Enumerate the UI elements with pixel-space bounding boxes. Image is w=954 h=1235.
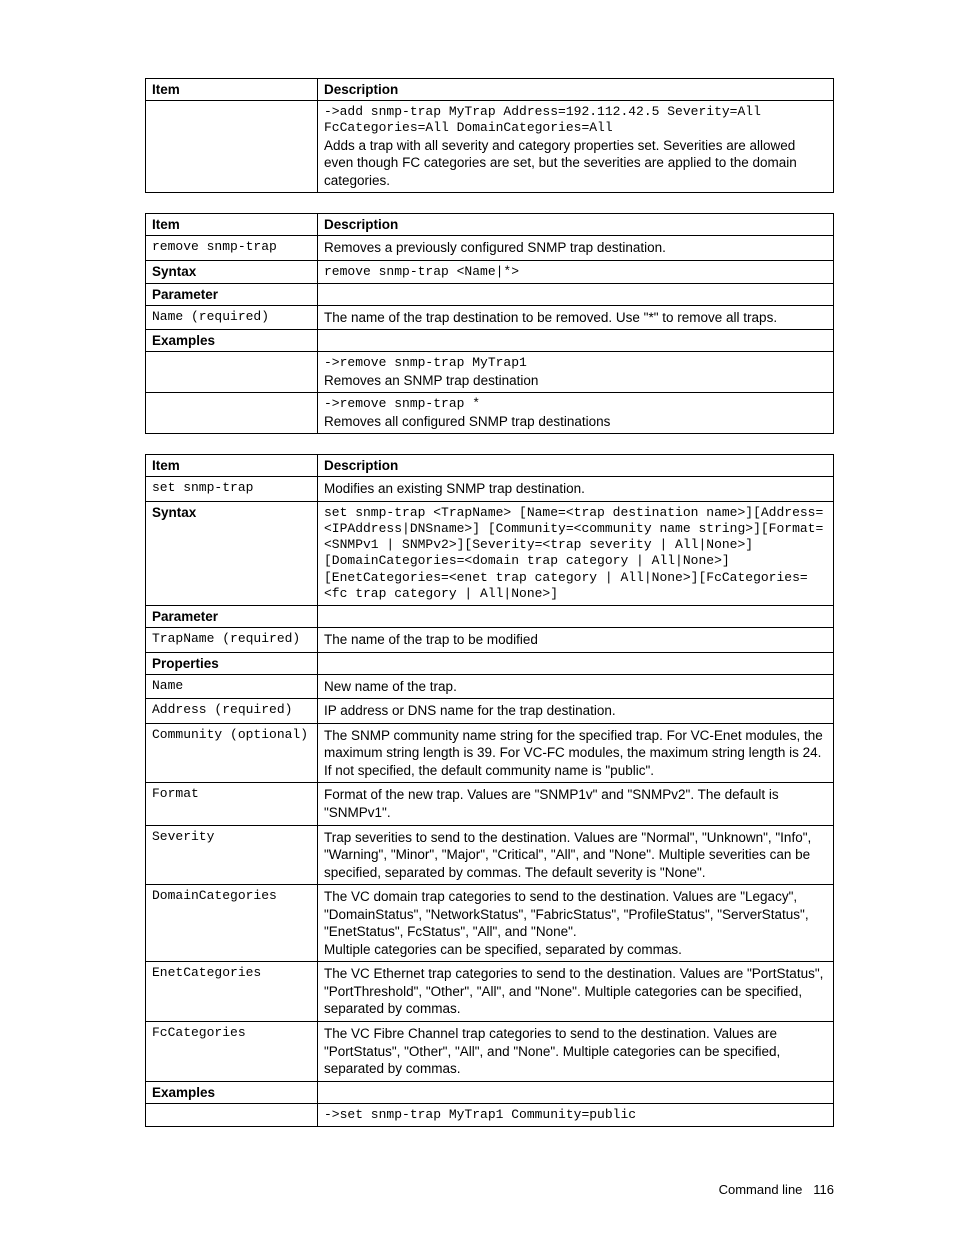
table-row: Community (optional) The SNMP community … <box>146 723 834 783</box>
table-row: Syntax set snmp-trap <TrapName> [Name=<t… <box>146 501 834 606</box>
table-row: FcCategories The VC Fibre Channel trap c… <box>146 1021 834 1081</box>
page-footer: Command line 116 <box>719 1182 834 1197</box>
table-row: Parameter <box>146 606 834 628</box>
cell-desc: IP address or DNS name for the trap dest… <box>318 699 834 724</box>
table-row: ->remove snmp-trap * Removes all configu… <box>146 393 834 434</box>
table-add-snmp-trap-cont: Item Description ->add snmp-trap MyTrap … <box>145 78 834 193</box>
table-header-row: Item Description <box>146 455 834 477</box>
header-item: Item <box>146 79 318 101</box>
cell-desc: Modifies an existing SNMP trap destinati… <box>318 477 834 502</box>
table-row: ->remove snmp-trap MyTrap1 Removes an SN… <box>146 352 834 393</box>
cell-item: Name (required) <box>146 305 318 330</box>
code-text: ->add snmp-trap MyTrap Address=192.112.4… <box>324 104 827 137</box>
cell-desc: ->remove snmp-trap * Removes all configu… <box>318 393 834 434</box>
cell-item: TrapName (required) <box>146 628 318 653</box>
cell-desc <box>318 1081 834 1103</box>
header-desc: Description <box>318 79 834 101</box>
table-header-row: Item Description <box>146 214 834 236</box>
cell-item: Examples <box>146 1081 318 1103</box>
table-set-snmp-trap: Item Description set snmp-trap Modifies … <box>145 454 834 1127</box>
header-item: Item <box>146 455 318 477</box>
table-row: Properties <box>146 652 834 674</box>
cell-desc: set snmp-trap <TrapName> [Name=<trap des… <box>318 501 834 606</box>
table-row: Name (required) The name of the trap des… <box>146 305 834 330</box>
table-remove-snmp-trap: Item Description remove snmp-trap Remove… <box>145 213 834 434</box>
cell-item <box>146 393 318 434</box>
cell-item: Examples <box>146 330 318 352</box>
cell-desc: ->remove snmp-trap MyTrap1 Removes an SN… <box>318 352 834 393</box>
cell-item <box>146 101 318 193</box>
header-item: Item <box>146 214 318 236</box>
cell-desc: The VC domain trap categories to send to… <box>318 885 834 962</box>
table-row: Format Format of the new trap. Values ar… <box>146 783 834 825</box>
table-row: Syntax remove snmp-trap <Name|*> <box>146 260 834 283</box>
cell-item: remove snmp-trap <box>146 236 318 261</box>
table-row: set snmp-trap Modifies an existing SNMP … <box>146 477 834 502</box>
cell-item: Syntax <box>146 260 318 283</box>
cell-item: EnetCategories <box>146 962 318 1022</box>
code-text: ->remove snmp-trap * <box>324 396 827 412</box>
cell-desc <box>318 652 834 674</box>
cell-item: Severity <box>146 825 318 885</box>
cell-desc: New name of the trap. <box>318 674 834 699</box>
table-row: TrapName (required) The name of the trap… <box>146 628 834 653</box>
table-header-row: Item Description <box>146 79 834 101</box>
cell-desc: The name of the trap to be modified <box>318 628 834 653</box>
cell-desc: The VC Fibre Channel trap categories to … <box>318 1021 834 1081</box>
cell-desc <box>318 283 834 305</box>
cell-item <box>146 352 318 393</box>
table-row: Examples <box>146 1081 834 1103</box>
cell-item: Properties <box>146 652 318 674</box>
footer-page-number: 116 <box>813 1182 834 1197</box>
cell-desc: Trap severities to send to the destinati… <box>318 825 834 885</box>
footer-label: Command line <box>719 1182 803 1197</box>
cell-item: DomainCategories <box>146 885 318 962</box>
table-row: ->set snmp-trap MyTrap1 Community=public <box>146 1103 834 1126</box>
cell-desc: The VC Ethernet trap categories to send … <box>318 962 834 1022</box>
cell-item: Name <box>146 674 318 699</box>
cell-desc: The name of the trap destination to be r… <box>318 305 834 330</box>
table-row: Parameter <box>146 283 834 305</box>
desc-text: Adds a trap with all severity and catego… <box>324 137 827 190</box>
cell-item: Community (optional) <box>146 723 318 783</box>
cell-item: Address (required) <box>146 699 318 724</box>
header-desc: Description <box>318 214 834 236</box>
page-container: Item Description ->add snmp-trap MyTrap … <box>0 0 954 1235</box>
table-row: Severity Trap severities to send to the … <box>146 825 834 885</box>
table-row: ->add snmp-trap MyTrap Address=192.112.4… <box>146 101 834 193</box>
cell-desc: Format of the new trap. Values are "SNMP… <box>318 783 834 825</box>
header-desc: Description <box>318 455 834 477</box>
cell-desc: ->set snmp-trap MyTrap1 Community=public <box>318 1103 834 1126</box>
cell-item: Parameter <box>146 283 318 305</box>
table-row: Name New name of the trap. <box>146 674 834 699</box>
table-row: Address (required) IP address or DNS nam… <box>146 699 834 724</box>
cell-item: set snmp-trap <box>146 477 318 502</box>
desc-text: Removes all configured SNMP trap destina… <box>324 413 827 431</box>
table-row: DomainCategories The VC domain trap cate… <box>146 885 834 962</box>
code-text: ->remove snmp-trap MyTrap1 <box>324 355 827 371</box>
cell-desc: Removes a previously configured SNMP tra… <box>318 236 834 261</box>
cell-desc: ->add snmp-trap MyTrap Address=192.112.4… <box>318 101 834 193</box>
cell-item: FcCategories <box>146 1021 318 1081</box>
cell-item: Format <box>146 783 318 825</box>
cell-item: Parameter <box>146 606 318 628</box>
cell-desc <box>318 330 834 352</box>
desc-text: Removes an SNMP trap destination <box>324 372 827 390</box>
table-row: EnetCategories The VC Ethernet trap cate… <box>146 962 834 1022</box>
cell-item: Syntax <box>146 501 318 606</box>
cell-item <box>146 1103 318 1126</box>
cell-desc: The SNMP community name string for the s… <box>318 723 834 783</box>
cell-desc <box>318 606 834 628</box>
table-row: Examples <box>146 330 834 352</box>
cell-desc: remove snmp-trap <Name|*> <box>318 260 834 283</box>
table-row: remove snmp-trap Removes a previously co… <box>146 236 834 261</box>
